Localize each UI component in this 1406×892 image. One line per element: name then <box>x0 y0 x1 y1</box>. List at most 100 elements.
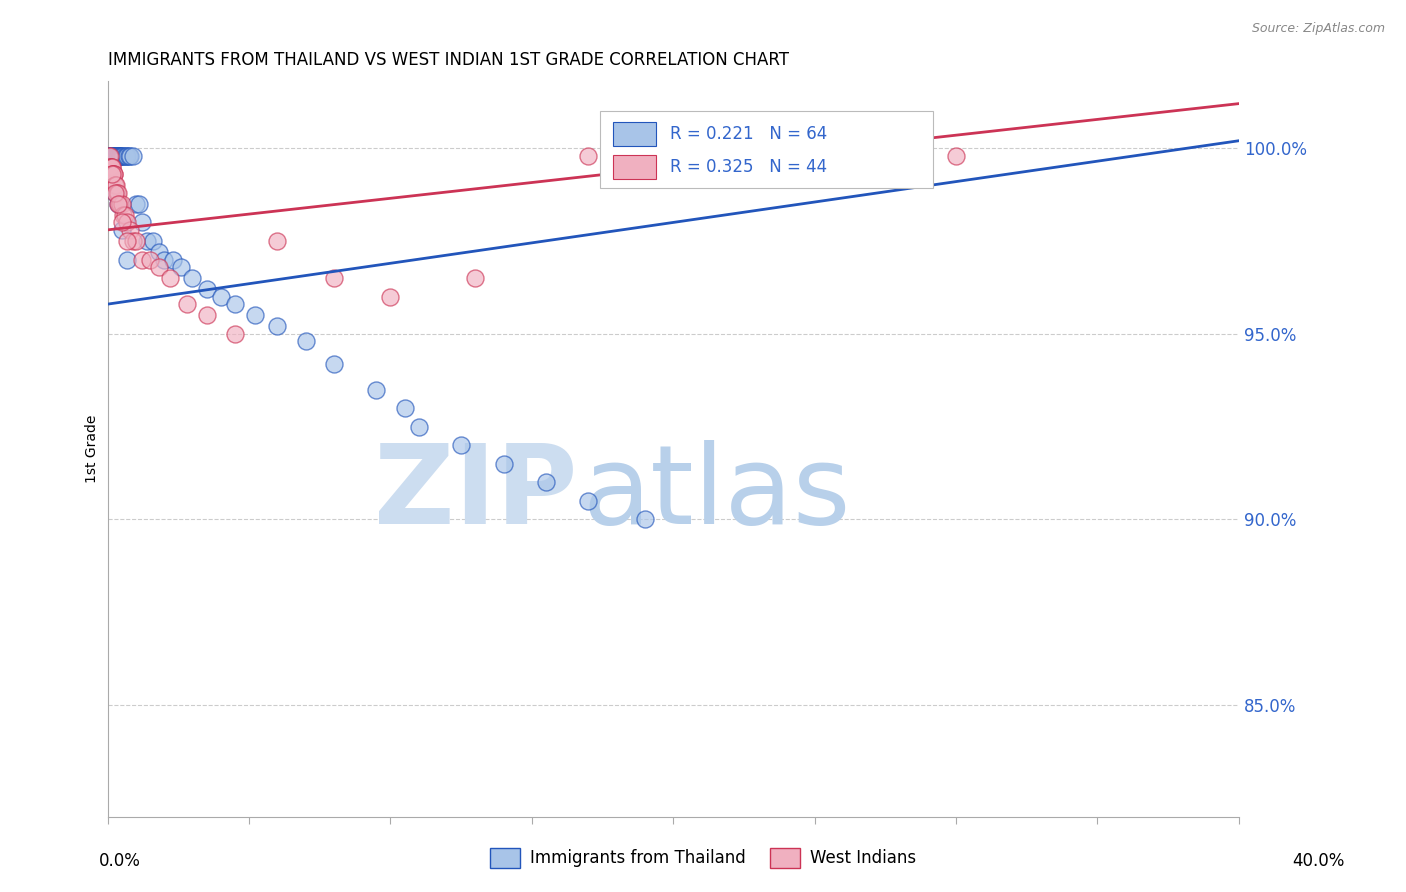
Point <box>100 160 122 174</box>
Text: 40.0%: 40.0% <box>1292 852 1346 870</box>
Point <box>110 197 132 211</box>
Point <box>394 401 416 416</box>
Point <box>110 148 132 162</box>
Point <box>120 223 142 237</box>
Point <box>131 252 153 267</box>
Point <box>139 252 162 267</box>
Point <box>112 148 135 162</box>
Point <box>131 215 153 229</box>
Point <box>243 308 266 322</box>
Text: IMMIGRANTS FROM THAILAND VS WEST INDIAN 1ST GRADE CORRELATION CHART: IMMIGRANTS FROM THAILAND VS WEST INDIAN … <box>108 51 789 69</box>
Point <box>266 234 288 248</box>
Text: ZIP: ZIP <box>374 440 576 547</box>
Point <box>450 438 472 452</box>
Point <box>176 297 198 311</box>
Point <box>224 297 246 311</box>
Point <box>107 148 129 162</box>
Point <box>125 234 148 248</box>
Point <box>98 148 121 162</box>
Text: R = 0.325   N = 44: R = 0.325 N = 44 <box>669 158 827 176</box>
Point <box>195 308 218 322</box>
Point <box>148 245 170 260</box>
Point <box>945 148 967 162</box>
Point <box>100 160 122 174</box>
FancyBboxPatch shape <box>613 155 657 179</box>
Point <box>128 197 150 211</box>
Point <box>492 457 515 471</box>
Point <box>104 178 127 193</box>
Point <box>114 148 136 162</box>
Point <box>266 319 288 334</box>
Point <box>733 122 755 136</box>
Point <box>142 234 165 248</box>
Point <box>195 282 218 296</box>
Point <box>148 260 170 274</box>
Point <box>104 178 127 193</box>
Point <box>98 148 121 162</box>
Point <box>98 148 121 162</box>
Point <box>101 148 124 162</box>
Point <box>209 290 232 304</box>
Point <box>98 148 121 162</box>
Point <box>120 148 142 162</box>
Point <box>98 160 121 174</box>
Point <box>118 148 141 162</box>
Point <box>101 167 124 181</box>
Point <box>117 252 139 267</box>
Point <box>108 197 131 211</box>
Point <box>534 475 557 490</box>
FancyBboxPatch shape <box>613 122 657 146</box>
Point <box>634 512 657 526</box>
Point <box>408 419 430 434</box>
Point <box>105 178 128 193</box>
Point <box>122 148 145 162</box>
Point <box>103 167 125 181</box>
Point <box>136 234 159 248</box>
Point <box>100 148 122 162</box>
Point <box>115 148 138 162</box>
Point <box>125 197 148 211</box>
Text: R = 0.221   N = 64: R = 0.221 N = 64 <box>669 125 827 143</box>
Point <box>576 148 599 162</box>
Point <box>104 148 127 162</box>
Point <box>181 271 204 285</box>
Point <box>464 271 486 285</box>
Point <box>101 148 124 162</box>
Point <box>107 197 129 211</box>
Point <box>101 167 124 181</box>
Point <box>111 215 134 229</box>
Point <box>110 148 132 162</box>
Text: atlas: atlas <box>582 440 851 547</box>
Point <box>100 148 122 162</box>
Point <box>101 167 124 181</box>
Point <box>112 208 135 222</box>
Point <box>114 208 136 222</box>
Point <box>101 148 124 162</box>
Point <box>101 160 124 174</box>
Point <box>322 271 344 285</box>
Point <box>831 148 853 162</box>
Point <box>108 148 131 162</box>
Point <box>100 148 122 162</box>
Point <box>117 215 139 229</box>
Y-axis label: 1st Grade: 1st Grade <box>86 415 100 483</box>
Point <box>170 260 193 274</box>
Point <box>162 252 184 267</box>
Point <box>294 334 316 349</box>
Point <box>366 383 388 397</box>
Point <box>103 148 125 162</box>
Point <box>107 197 129 211</box>
Point <box>100 148 122 162</box>
Text: 0.0%: 0.0% <box>98 852 141 870</box>
Point <box>117 234 139 248</box>
Point <box>107 186 129 200</box>
Point <box>576 494 599 508</box>
Text: Source: ZipAtlas.com: Source: ZipAtlas.com <box>1251 22 1385 36</box>
Point <box>111 223 134 237</box>
FancyBboxPatch shape <box>600 111 934 188</box>
Point <box>107 148 129 162</box>
Point <box>104 186 127 200</box>
Point <box>103 148 125 162</box>
Point <box>224 326 246 341</box>
Point <box>98 148 121 162</box>
